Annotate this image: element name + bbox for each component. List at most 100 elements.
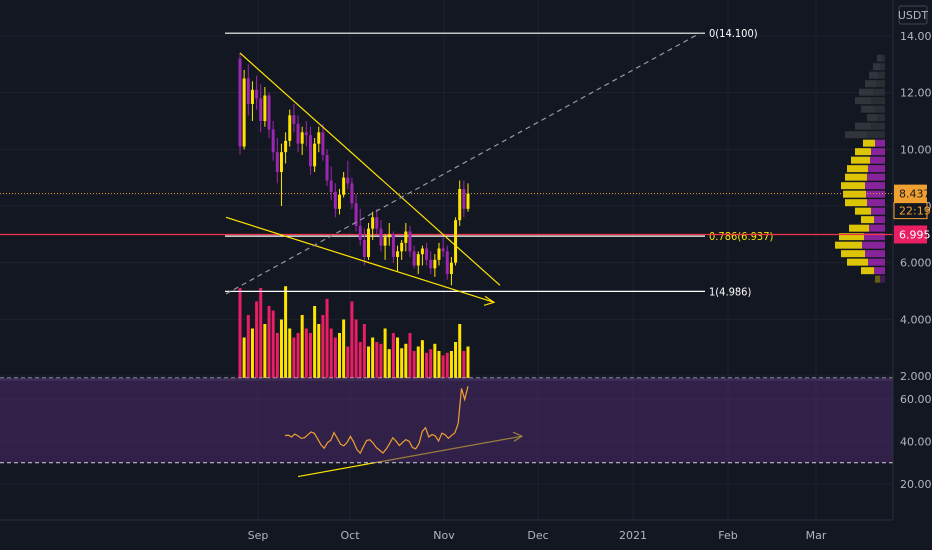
profile-bar (868, 258, 885, 266)
rsi-line (284, 386, 469, 455)
fib-level-label: 0(14.100) (709, 27, 758, 40)
volume-bar (271, 310, 275, 378)
profile-bar (847, 165, 868, 173)
volume-bar (362, 324, 366, 378)
profile-bar (859, 88, 873, 96)
volume-bar (408, 333, 412, 378)
candle-body (333, 191, 337, 209)
price-labels: 8.437 22:19 6.995 (893, 184, 931, 244)
volume-bar (267, 306, 271, 378)
volume-bar (304, 328, 308, 378)
volume-bar (404, 343, 408, 378)
volume-profile (835, 54, 885, 283)
candle-body (288, 115, 292, 141)
trendline-projection (225, 32, 701, 295)
candle-body (379, 228, 383, 246)
profile-bar (871, 148, 885, 156)
candle-body (284, 140, 288, 153)
candle-body (238, 58, 242, 147)
candle-body (292, 115, 296, 124)
countdown-tag (893, 202, 928, 220)
profile-bar (871, 97, 885, 105)
price-tick-label: 2.000 (900, 370, 932, 383)
price-tick-label: 10.000 (900, 143, 932, 156)
volume-bar (375, 342, 379, 378)
profile-bar (880, 63, 885, 71)
candle-body (458, 189, 462, 221)
volume-bar (259, 288, 263, 378)
candle-body (337, 194, 341, 209)
fib-retracement[interactable]: 0(14.100) 0.786(6.937) 1(4.986) (0, 27, 893, 298)
volume-bar (279, 319, 283, 378)
profile-bar (845, 131, 867, 139)
rsi-axis: 60.00 40.00 20.00 (900, 393, 932, 491)
profile-bar (843, 190, 866, 198)
profile-bar (870, 156, 885, 164)
candle-body (279, 152, 283, 172)
candle-body (387, 234, 391, 238)
time-axis[interactable]: Sep Oct Nov Dec 2021 Feb Mar (0, 519, 893, 542)
last-price-text: 8.437 (899, 188, 931, 201)
price-tick-label: 12.000 (900, 87, 932, 100)
volume-bar (255, 301, 259, 378)
profile-bar (867, 173, 885, 181)
candle-body (437, 248, 441, 260)
profile-bar (865, 80, 876, 88)
fib-level-label: 1(4.986) (709, 285, 751, 298)
candle-body (350, 183, 354, 204)
candle-body (342, 177, 346, 195)
profile-bar (878, 71, 885, 79)
time-tick-label: 2021 (619, 529, 647, 542)
candle-body (329, 180, 333, 192)
rsi-band (0, 377, 893, 463)
price-tick-label: 4.000 (900, 313, 932, 326)
profile-bar (841, 250, 865, 258)
profile-bar (875, 275, 880, 283)
candle-body (263, 95, 267, 121)
volume-bar (412, 351, 416, 378)
candle-body (358, 225, 362, 240)
candle-body (371, 217, 375, 229)
volume-bar (238, 288, 242, 378)
volume-bar (371, 337, 375, 378)
volume-bar (391, 333, 395, 378)
candle-body (255, 89, 259, 99)
line-price-tag (894, 225, 927, 244)
volume-bar (354, 319, 358, 378)
profile-bar (864, 233, 885, 241)
profile-bar (876, 80, 885, 88)
rsi-tick-label: 20.00 (900, 478, 932, 491)
candle-body (275, 152, 279, 172)
volume-bar (242, 337, 246, 378)
time-tick-label: Dec (527, 529, 548, 542)
volume-bar (350, 301, 354, 378)
profile-bar (877, 114, 885, 122)
profile-bar (855, 122, 871, 130)
volume-bar (325, 298, 329, 378)
trendline-upper (239, 52, 501, 286)
volume-bar (462, 351, 466, 378)
profile-bar (839, 233, 864, 241)
profile-bar (841, 182, 865, 190)
currency-label[interactable]: USDT (898, 5, 929, 25)
volume-bar (367, 346, 371, 378)
candle-body (308, 135, 312, 167)
fib-level-label: 0.786(6.937) (709, 230, 774, 243)
profile-bar (874, 216, 885, 224)
volume-bar (296, 333, 300, 378)
candle-body (404, 231, 408, 243)
candles (238, 53, 470, 286)
volume-bar (379, 343, 383, 378)
profile-bar (845, 173, 867, 181)
rsi-pane (0, 377, 893, 464)
volume-bar (292, 337, 296, 378)
candle-body (416, 254, 420, 266)
time-tick-label: Feb (718, 529, 737, 542)
volume-bar (449, 351, 453, 378)
candle-body (313, 143, 317, 167)
profile-bar (861, 216, 874, 224)
candle-body (425, 248, 429, 260)
volume-bar (458, 324, 462, 378)
time-tick-label: Nov (433, 529, 455, 542)
